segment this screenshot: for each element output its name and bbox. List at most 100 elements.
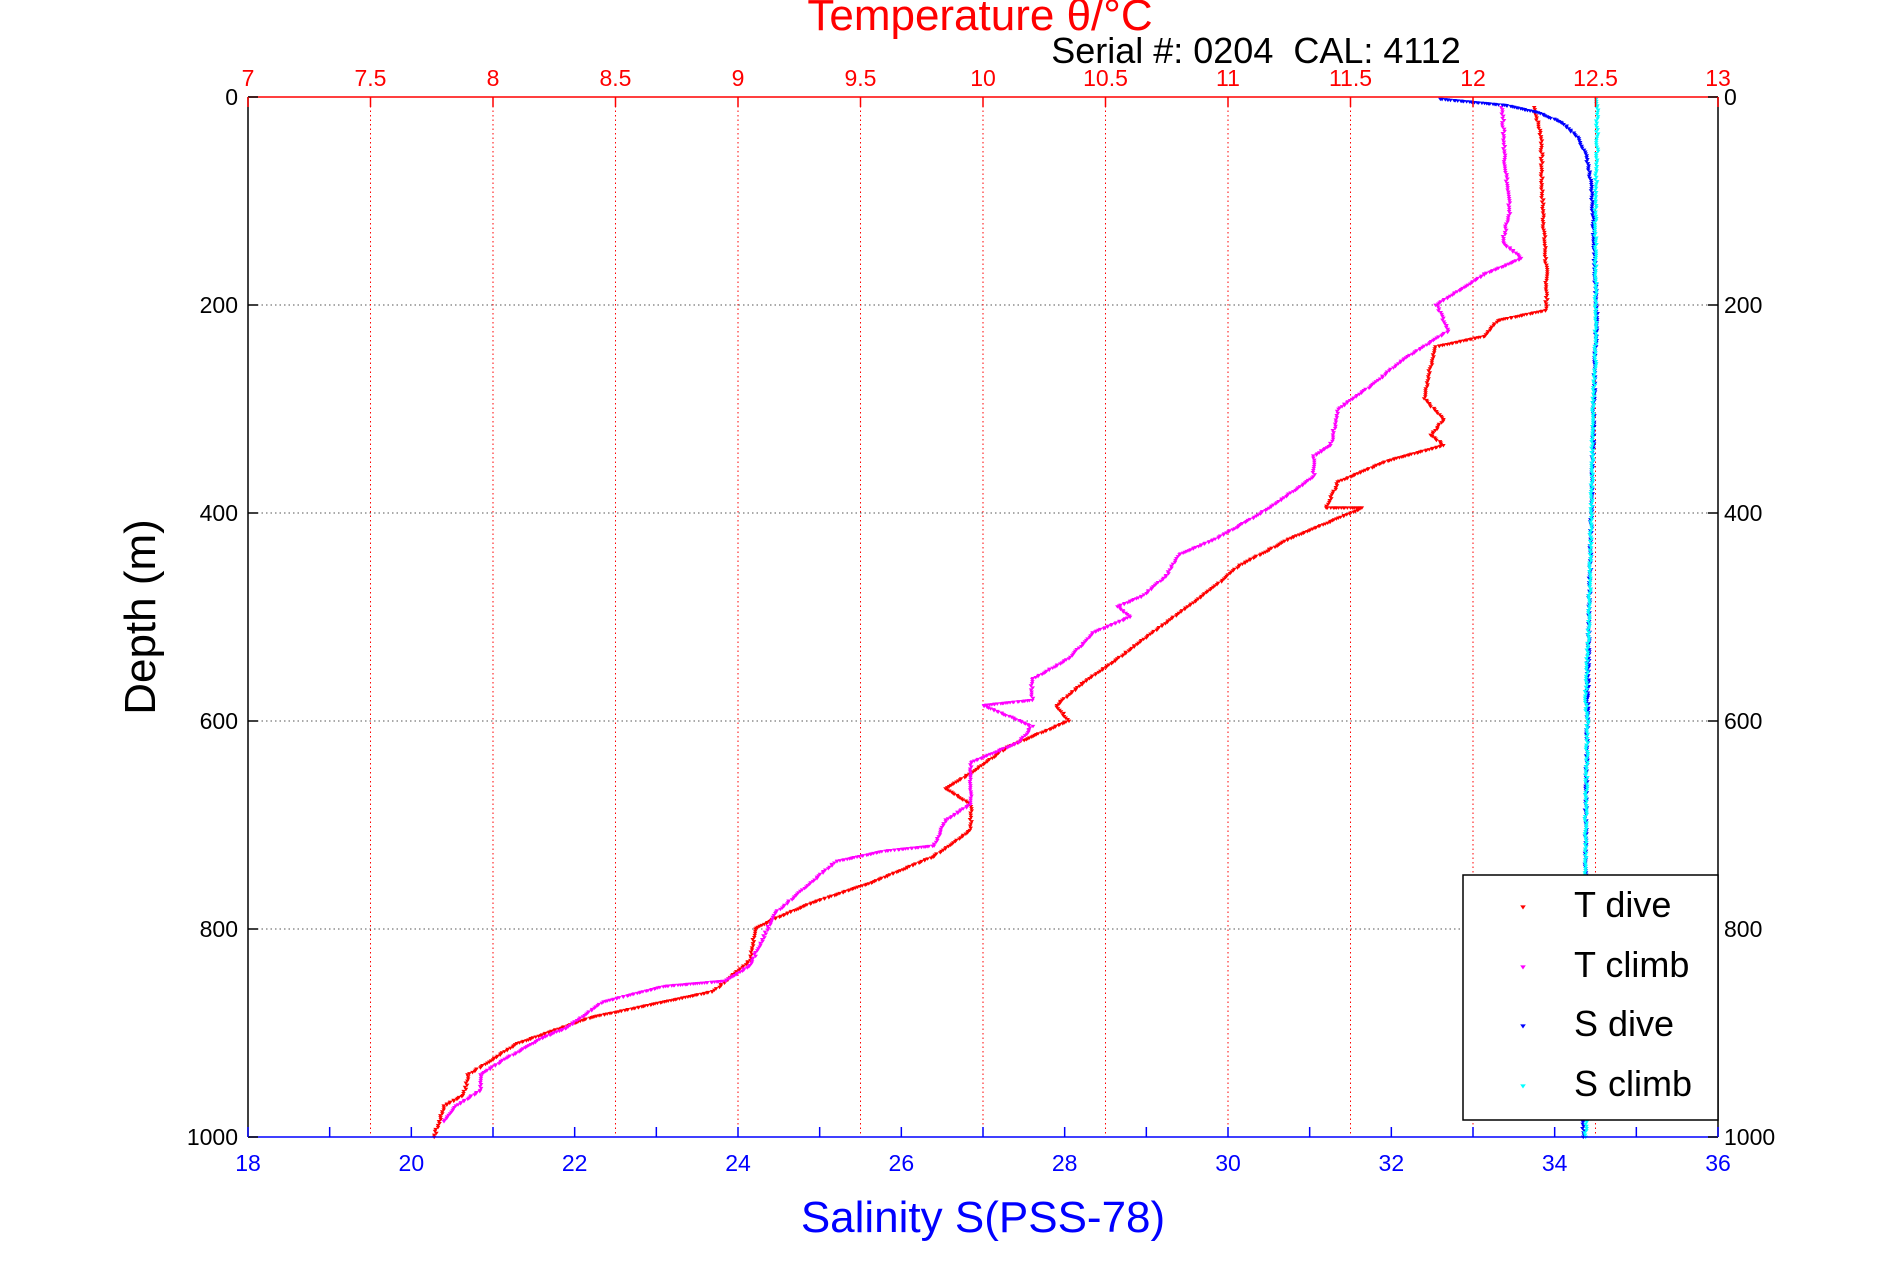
data-marker [1543,309,1548,313]
data-marker [1578,142,1583,147]
data-marker [896,848,901,852]
data-marker [1589,407,1595,412]
data-marker [1594,182,1599,186]
data-marker [1385,459,1391,464]
data-marker [1593,201,1598,206]
data-marker [1538,137,1544,141]
data-marker [1593,186,1599,191]
data-marker [439,1110,445,1114]
data-marker [438,1114,443,1118]
data-marker [432,1129,438,1134]
data-marker [1588,520,1593,524]
data-marker [477,1084,483,1089]
data-marker [1588,496,1594,500]
data-marker [1316,451,1322,455]
data-marker [1500,108,1505,112]
y-tick-label: 400 [200,500,238,526]
data-marker [969,765,974,769]
data-marker [1582,849,1588,854]
data-marker [513,1052,518,1056]
data-marker [1339,405,1345,409]
data-marker [1455,99,1460,103]
data-marker [1226,530,1231,534]
data-marker [1589,440,1594,444]
data-marker [1247,558,1253,563]
data-marker [1502,164,1508,168]
data-marker [465,1097,471,1102]
data-marker [1539,145,1544,150]
data-marker [1586,593,1592,598]
data-marker [1568,130,1574,134]
data-marker [462,1085,468,1090]
data-marker [1586,630,1592,635]
data-marker [1582,1133,1588,1137]
data-marker [1503,222,1509,226]
data-marker [1330,435,1336,439]
data-marker [1594,169,1599,173]
data-marker [1584,825,1589,830]
data-marker [1542,233,1547,237]
data-marker [1207,588,1213,592]
data-marker [1584,808,1589,812]
data-marker [1124,613,1130,617]
data-marker [1593,184,1599,188]
data-marker [1595,108,1601,113]
data-marker [1426,369,1431,373]
data-marker [1587,580,1593,585]
data-marker [1591,385,1596,390]
data-marker [1035,674,1041,679]
data-marker [1121,602,1127,607]
data-marker [1589,518,1595,522]
data-marker [602,1013,607,1017]
data-marker [1594,160,1600,165]
data-marker [1067,692,1073,697]
data-marker [1540,152,1545,156]
data-marker [1585,168,1591,172]
data-marker [1424,385,1430,389]
data-marker [1314,453,1319,457]
data-marker [930,844,935,849]
data-marker [1454,290,1460,294]
data-marker [1541,215,1546,220]
data-marker [580,1015,586,1019]
data-marker [698,992,704,997]
x-top-tick-label: 12 [1460,65,1486,91]
data-marker [459,1094,465,1099]
data-marker [1429,361,1435,365]
data-marker [1544,265,1550,270]
data-marker [1540,204,1546,209]
y-tick-label-right: 0 [1724,84,1737,110]
data-marker [1445,296,1450,301]
data-marker [755,949,760,953]
data-marker [941,822,946,826]
data-marker [969,807,974,811]
data-marker [1204,590,1209,595]
data-marker [1543,246,1548,250]
data-marker [967,817,973,822]
data-marker [1587,563,1592,568]
data-marker [1500,132,1506,136]
data-marker [1505,177,1510,181]
data-marker [1593,193,1598,197]
data-marker [1592,275,1598,279]
data-marker [1590,457,1596,461]
data-marker [1540,211,1546,215]
data-marker [967,788,973,792]
data-marker [1592,225,1598,230]
data-marker [1584,672,1590,676]
data-marker [1593,359,1599,364]
data-marker [1589,522,1594,526]
data-marker [1500,110,1505,114]
data-marker [625,994,630,998]
data-marker [1076,646,1082,650]
data-marker [1050,666,1055,671]
data-marker [1033,675,1039,680]
data-marker [1591,411,1596,416]
data-marker [1587,624,1592,628]
data-marker [1584,730,1590,734]
data-marker [1545,298,1550,302]
data-marker [1594,281,1599,286]
data-marker [728,976,734,980]
data-marker [1500,234,1506,239]
data-marker [968,771,973,776]
